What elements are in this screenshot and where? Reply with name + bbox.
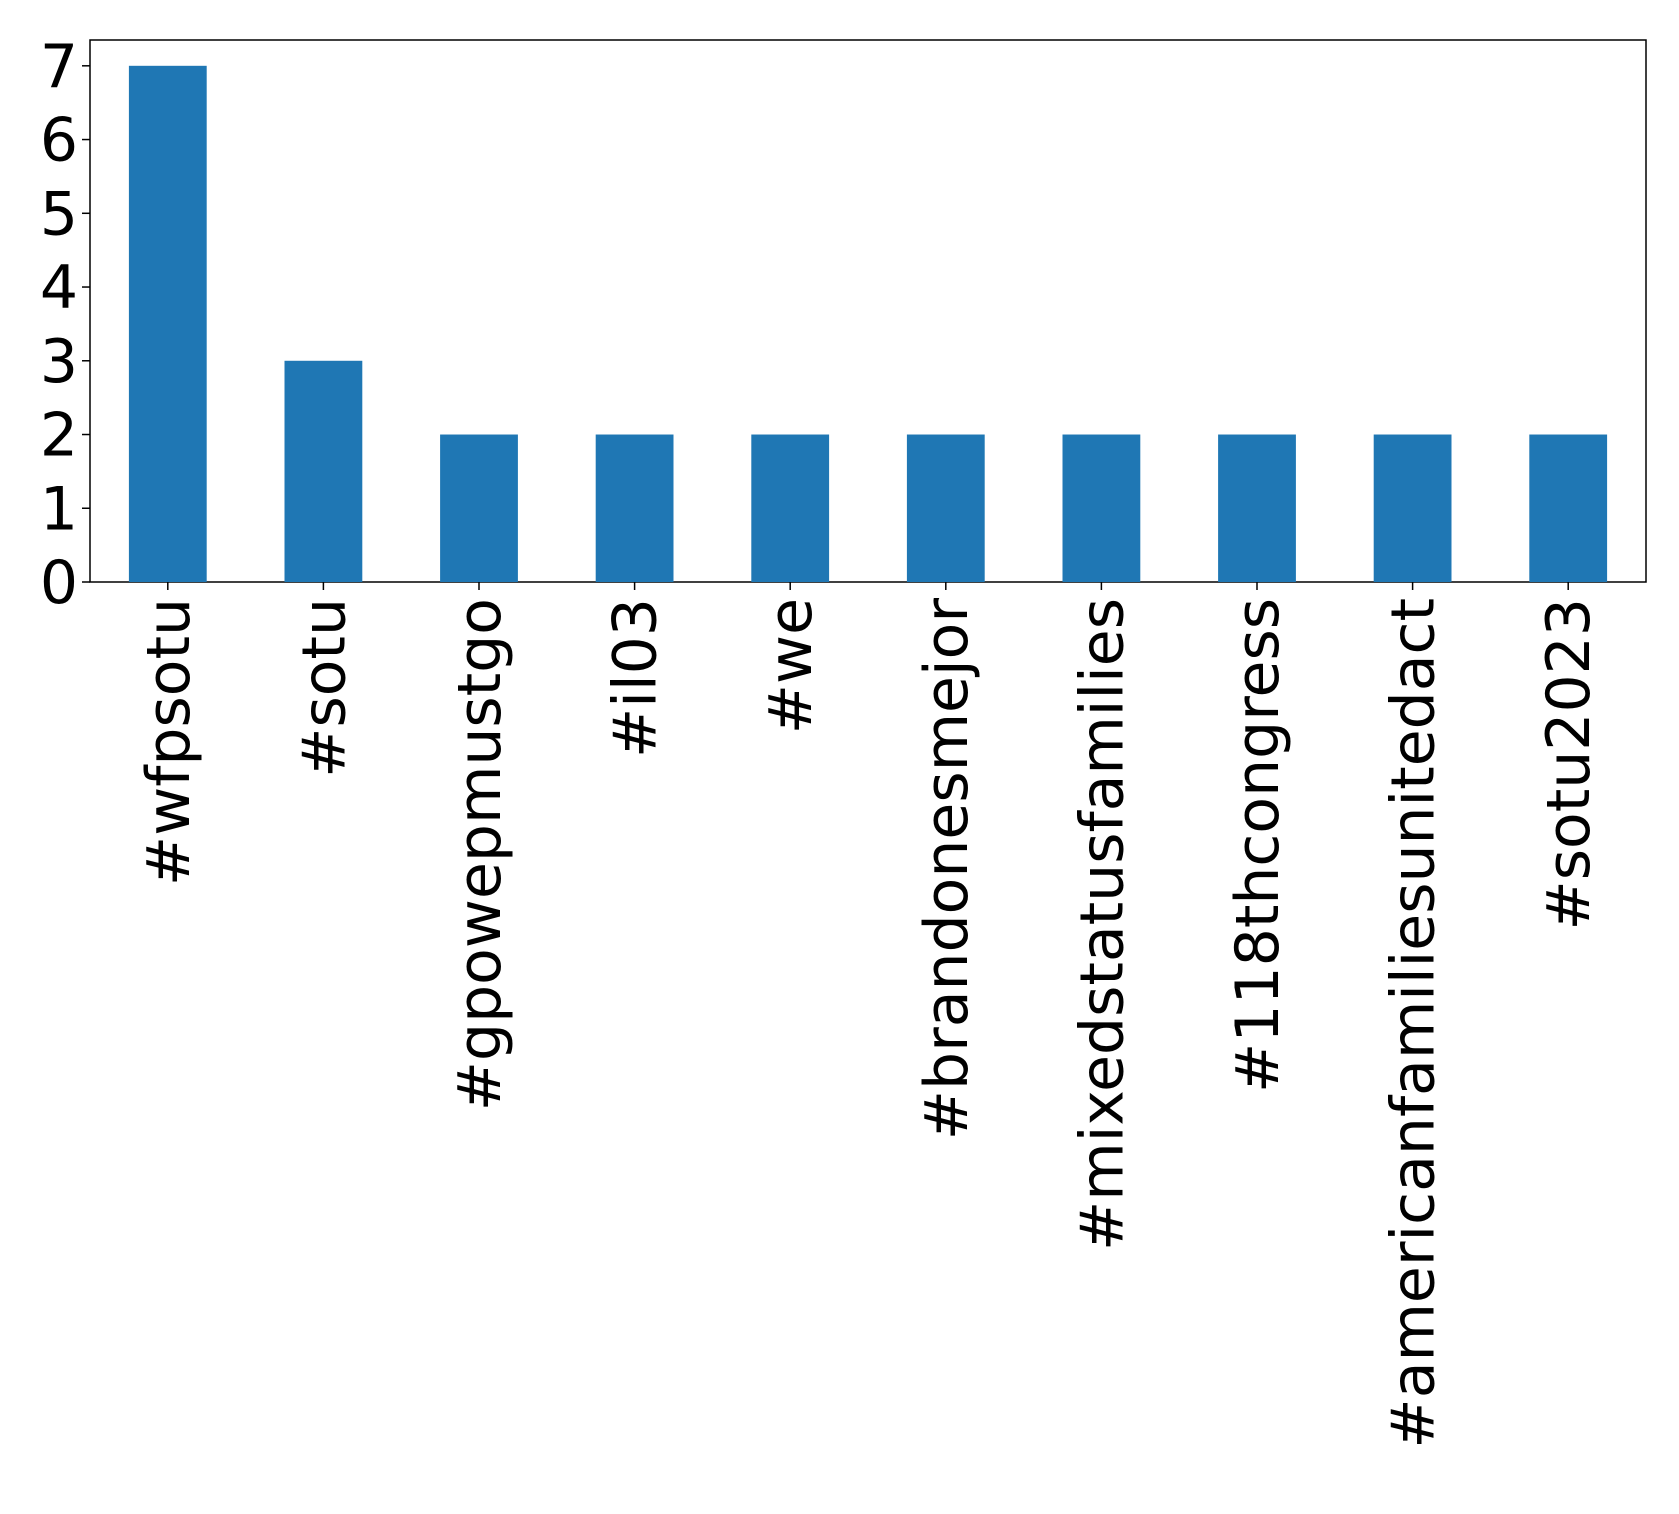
x-tick-label: #we — [756, 598, 826, 734]
y-tick-label: 3 — [40, 327, 78, 397]
y-tick-label: 5 — [40, 179, 78, 249]
x-tick-label: #118thcongress — [1223, 598, 1293, 1093]
y-tick-label: 7 — [40, 32, 78, 102]
x-tick-label: #sotu — [289, 598, 359, 778]
x-tick-label: #sotu2023 — [1534, 598, 1604, 931]
x-tick-label: #gpowepmustgo — [445, 598, 515, 1111]
y-tick-label: 1 — [40, 474, 78, 544]
bar — [1062, 434, 1141, 582]
x-tick-label: #americanfamiliesunitedact — [1379, 598, 1449, 1449]
x-tick-label: #il03 — [601, 598, 671, 758]
bar — [751, 434, 830, 582]
y-tick-label: 0 — [40, 548, 78, 618]
bar — [128, 65, 207, 583]
bar — [440, 434, 518, 582]
bar — [595, 434, 674, 582]
bar — [1373, 434, 1452, 582]
x-tick-label: #mixedstatusfamilies — [1067, 598, 1137, 1251]
y-tick-label: 2 — [40, 401, 78, 471]
bar — [906, 434, 985, 582]
x-tick-label: #brandonesmejor — [912, 598, 982, 1141]
bar — [1529, 434, 1608, 582]
plot-frame — [89, 39, 1647, 583]
x-tick-label: #wfpsotu — [134, 598, 204, 886]
bar — [284, 360, 363, 582]
y-tick-label: 4 — [40, 253, 78, 323]
bar — [1218, 434, 1296, 582]
y-tick-label: 6 — [40, 106, 78, 176]
